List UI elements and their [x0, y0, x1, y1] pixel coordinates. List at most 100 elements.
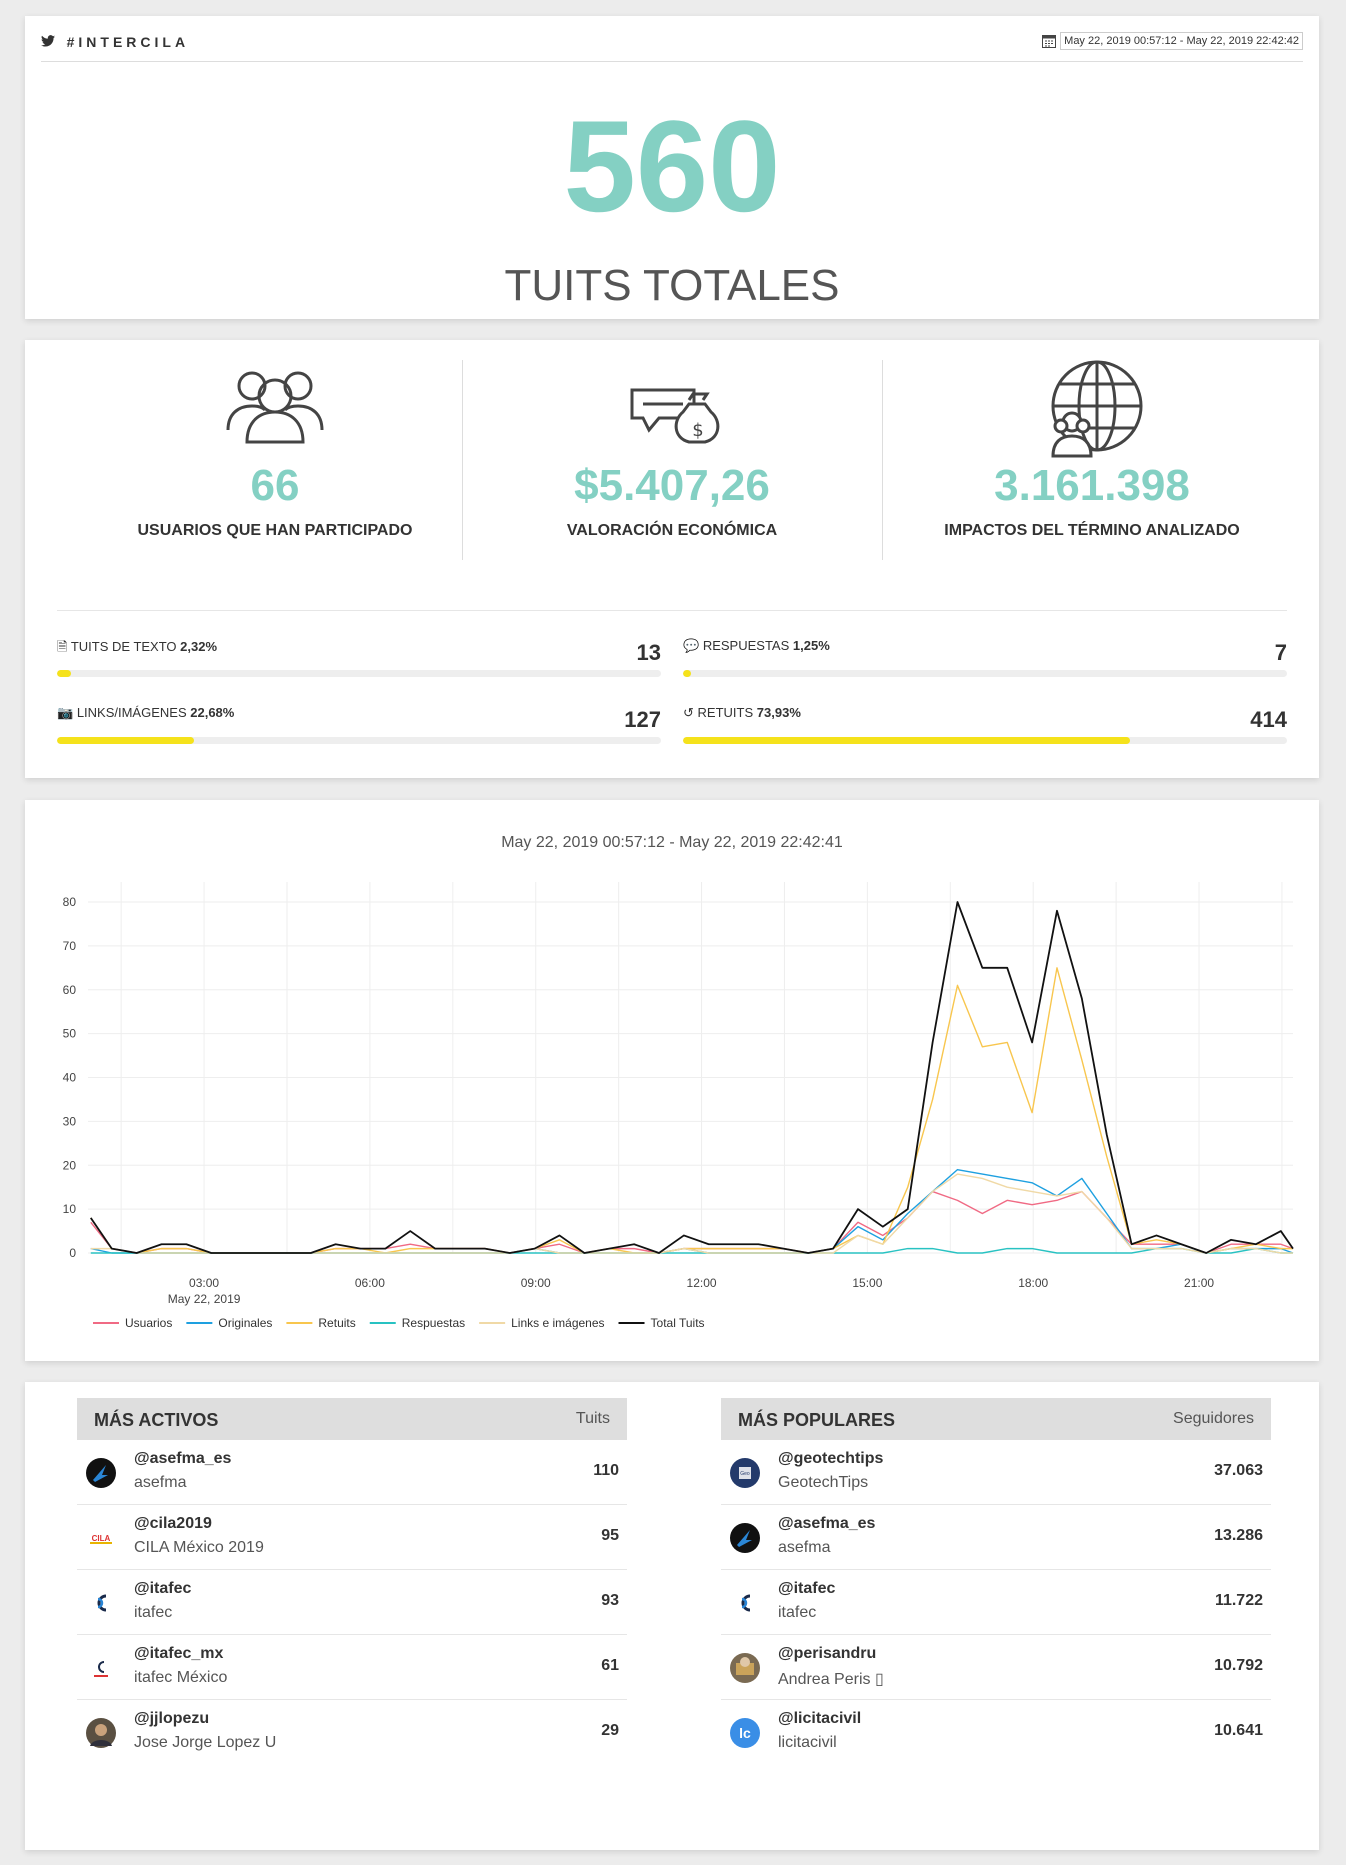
list-title: MÁS ACTIVOS [94, 1410, 219, 1430]
kpi-value: $ $5.407,26 VALORACIÓN ECONÓMICA [462, 360, 882, 580]
user-handle[interactable]: @asefma_es [778, 1515, 876, 1532]
user-count: 11.722 [1214, 1592, 1263, 1609]
twitter-icon [41, 35, 59, 50]
x-tick-label: 06:00 [355, 1276, 385, 1290]
top-bar: #INTERCILA May 22, 2019 00:57:12 - May 2… [41, 32, 1303, 62]
user-count: 93 [601, 1592, 619, 1609]
series-line-total-tuits [90, 901, 1294, 1254]
kpi-users-label: USUARIOS QUE HAN PARTICIPADO [137, 522, 413, 539]
series-line-links-e-imágenes [90, 1173, 1293, 1254]
list-item[interactable]: @asefma_es asefma 110 [77, 1440, 627, 1505]
calendar-icon [1042, 34, 1057, 48]
y-tick-label: 0 [69, 1246, 76, 1260]
kpi-impacts-label: IMPACTOS DEL TÉRMINO ANALIZADO [944, 522, 1240, 539]
x-tick-label: 12:00 [687, 1276, 717, 1290]
avatar[interactable]: CILA [86, 1523, 116, 1553]
progress-fill [57, 670, 71, 677]
list-column-label: Tuits [575, 1410, 610, 1427]
user-handle[interactable]: @perisandru [778, 1645, 877, 1662]
tweets-timeline-chart: 0 10 20 30 40 50 60 70 80 03:00 May 22, 2019 06:00 0… [63, 882, 1294, 1330]
kpi-impacts: 3.161.398 IMPACTOS DEL TÉRMINO ANALIZADO [882, 360, 1302, 580]
list-column-label: Seguidores [1173, 1410, 1254, 1427]
user-handle[interactable]: @geotechtips [778, 1450, 884, 1467]
kpi-users: 66 USUARIOS QUE HAN PARTICIPADO [65, 360, 485, 580]
kpi-impacts-value: 3.161.398 [994, 461, 1190, 510]
most-popular-list: MÁS POPULARES Seguidores Geo @geotechtips… [721, 1398, 1271, 1765]
list-item[interactable]: Geo @geotechtips GeotechTips 37.063 [721, 1440, 1271, 1505]
list-item[interactable]: @itafec itafec 11.722 [721, 1570, 1271, 1635]
most-active-list: MÁS ACTIVOS Tuits @asefma_es asefma 110 CIL… [77, 1398, 627, 1765]
list-item[interactable]: @itafec_mx itafec México 61 [77, 1635, 627, 1700]
svg-text:lc: lc [739, 1725, 751, 1741]
user-handle[interactable]: @jjlopezu [134, 1710, 210, 1727]
date-range-picker[interactable]: May 22, 2019 00:57:12 - May 22, 2019 22:… [1042, 32, 1303, 50]
avatar[interactable] [86, 1458, 116, 1488]
x-tick-label: 21:00 [1184, 1276, 1214, 1290]
svg-text:$: $ [692, 420, 703, 441]
user-handle[interactable]: @licitacivil [778, 1710, 862, 1727]
avatar[interactable] [730, 1588, 760, 1618]
breakdown-label: LINKS/IMÁGENES [76, 705, 187, 720]
user-name: asefma [778, 1539, 831, 1556]
globe-users-icon [1051, 360, 1143, 458]
avatar[interactable]: Geo [730, 1458, 760, 1488]
avatar[interactable] [86, 1718, 116, 1748]
list-title: MÁS POPULARES [738, 1410, 896, 1430]
user-handle[interactable]: @itafec [134, 1580, 192, 1597]
avatar[interactable] [730, 1653, 760, 1683]
kpi-value-value: $5.407,26 [574, 461, 770, 510]
user-count: 95 [601, 1527, 619, 1544]
avatar[interactable] [86, 1653, 116, 1683]
svg-text:CILA: CILA [92, 1534, 111, 1543]
user-name: itafec [134, 1604, 173, 1621]
list-item[interactable]: @jjlopezu Jose Jorge Lopez U 29 [77, 1700, 627, 1765]
list-header: MÁS POPULARES Seguidores [721, 1398, 1271, 1440]
legend-label: Originales [218, 1316, 272, 1330]
divider [882, 360, 883, 560]
breakdown-value: 7 [1274, 640, 1287, 665]
list-item[interactable]: @asefma_es asefma 13.286 [721, 1505, 1271, 1570]
x-tick-label: 18:00 [1018, 1276, 1048, 1290]
list-item[interactable]: CILA @cila2019 CILA México 2019 95 [77, 1505, 627, 1570]
breakdown-pct: 73,93% [756, 705, 801, 720]
breakdown-label: TUITS DE TEXTO [70, 639, 177, 654]
user-name: itafec [778, 1604, 817, 1621]
retweet-icon: ↺ [683, 705, 694, 720]
progress-fill [57, 737, 194, 744]
total-tweets-label: TUITS TOTALES [504, 261, 840, 310]
user-count: 110 [593, 1462, 619, 1479]
user-name: GeotechTips [778, 1474, 869, 1491]
list-item[interactable]: @itafec itafec 93 [77, 1570, 627, 1635]
image-icon: 📷 [57, 705, 74, 720]
y-tick-label: 60 [63, 983, 77, 997]
user-handle[interactable]: @cila2019 [134, 1515, 212, 1532]
breakdown-replies: 💬 RESPUESTAS 1,25% 7 [683, 638, 1287, 688]
breakdown-label: RESPUESTAS [702, 638, 790, 653]
avatar[interactable] [86, 1588, 116, 1618]
chart-card: May 22, 2019 00:57:12 - May 22, 2019 22:… [25, 800, 1319, 1361]
breakdown-value: 127 [624, 707, 661, 732]
user-handle[interactable]: @itafec [778, 1580, 836, 1597]
document-icon: 🗎 [57, 639, 68, 654]
y-tick-label: 80 [63, 895, 77, 909]
series-line-originales [90, 1168, 1294, 1254]
svg-text:Geo: Geo [740, 1471, 750, 1477]
users-group-icon [226, 371, 324, 444]
progress-track [683, 670, 1287, 677]
breakdown-links-images: 📷 LINKS/IMÁGENES 22,68% 127 [57, 705, 661, 755]
stats-card: 66 USUARIOS QUE HAN PARTICIPADO $ $5.407… [25, 340, 1319, 778]
hashtag-title: #INTERCILA [41, 34, 189, 50]
legend-label: Links e imágenes [511, 1316, 604, 1330]
avatar[interactable] [730, 1523, 760, 1553]
y-tick-label: 30 [63, 1114, 77, 1128]
user-name: Jose Jorge Lopez U [134, 1734, 277, 1751]
kpi-users-value: 66 [250, 461, 300, 510]
y-tick-label: 70 [63, 939, 77, 953]
list-item[interactable]: @perisandru Andrea Peris ▯ 10.792 [721, 1635, 1271, 1700]
breakdown-text-tweets: 🗎 TUITS DE TEXTO 2,32% 13 [57, 638, 661, 688]
user-handle[interactable]: @itafec_mx [134, 1645, 224, 1662]
avatar[interactable]: lc [730, 1718, 760, 1748]
user-handle[interactable]: @asefma_es [134, 1450, 232, 1467]
list-item[interactable]: lc @licitacivil licitacivil 10.641 [721, 1700, 1271, 1765]
breakdown-value: 13 [636, 640, 661, 665]
